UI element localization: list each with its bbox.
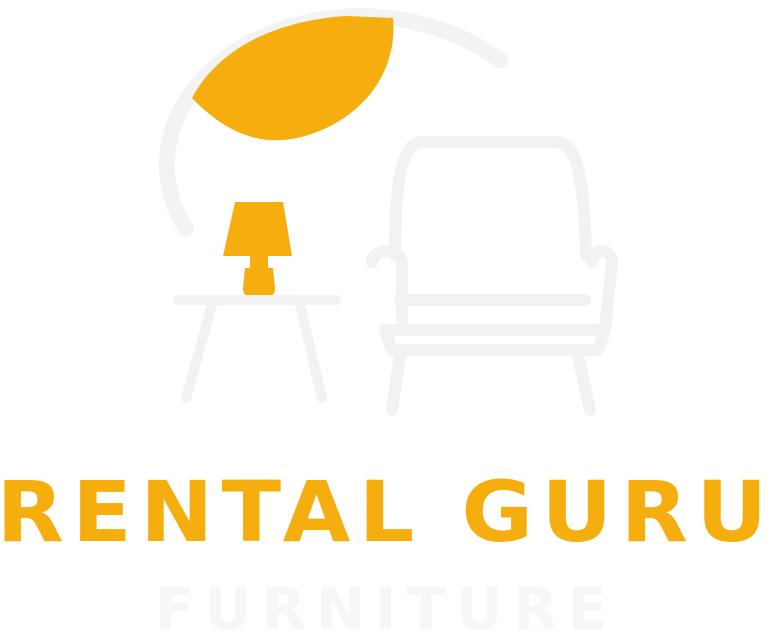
brand-tagline: FURNITURE bbox=[154, 575, 618, 640]
leaf-icon bbox=[192, 16, 394, 141]
side-table-icon bbox=[173, 295, 341, 403]
lamp-icon bbox=[223, 202, 292, 298]
logo-emblem bbox=[158, 8, 618, 416]
armchair-icon bbox=[366, 136, 618, 416]
brand-name: RENTAL GURU bbox=[0, 463, 772, 561]
